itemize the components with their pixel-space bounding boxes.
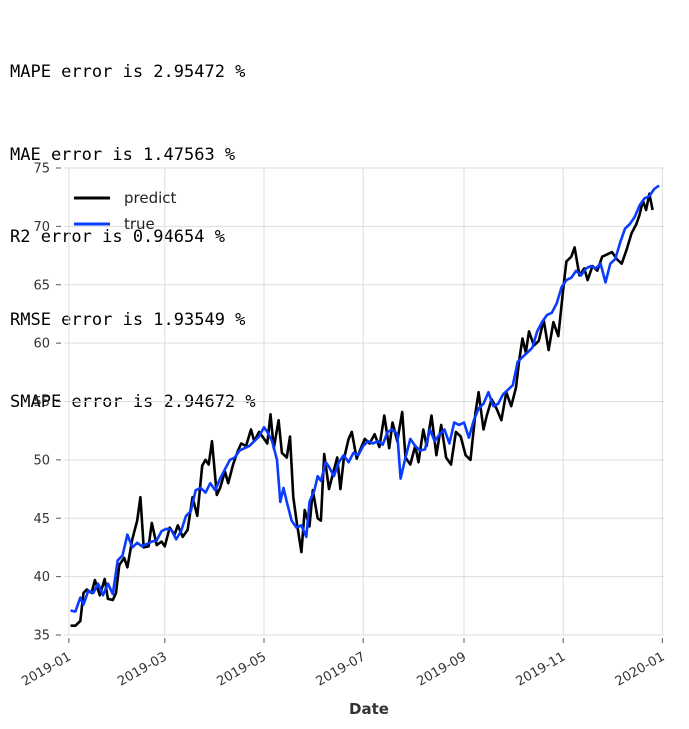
y-tick-label: 70 [33,220,50,235]
y-tick-label: 65 [33,278,50,293]
y-tick-label: 50 [33,453,50,468]
x-axis-title: Date [349,700,389,718]
r2-metric: R2 error is 0.94654 % [10,227,225,247]
metrics-output: MAPE error is 2.95472 % MAE error is 1.4… [10,4,256,444]
y-tick-label: 75 [33,162,50,177]
mae-metric: MAE error is 1.47563 % [10,144,236,165]
legend-label-true: true [124,215,155,233]
chart-legend: predict true [74,189,177,233]
mape-metric: MAPE error is 2.95472 % [10,62,246,82]
x-tick-label: 2020-01 [613,649,668,689]
rmse-metric: RMSE error is 1.93549 % [10,309,246,330]
y-tick-label: 60 [33,337,50,352]
chart-series [70,184,660,627]
x-tick-label: 2019-03 [115,649,170,689]
series-line-true [70,184,660,613]
x-tick-label: 2019-09 [414,649,469,689]
y-axis-ticks: 35 40 45 50 55 60 65 70 75 [33,162,61,644]
series-line-predict [70,192,654,627]
x-tick-label: 2019-05 [214,649,269,689]
chart-grid [64,167,664,636]
x-tick-label: 2019-07 [314,649,369,689]
y-tick-label: 55 [33,395,50,410]
x-tick-label: 2019-11 [514,649,569,689]
y-tick-label: 45 [33,512,50,527]
x-axis-ticks: 2019-01 2019-03 2019-05 2019-07 2019-09 2019-… [19,638,667,690]
legend-label-predict: predict [124,189,177,207]
x-tick-label: 2019-01 [19,649,74,689]
y-tick-label: 35 [33,629,50,644]
y-tick-label: 40 [33,570,50,585]
